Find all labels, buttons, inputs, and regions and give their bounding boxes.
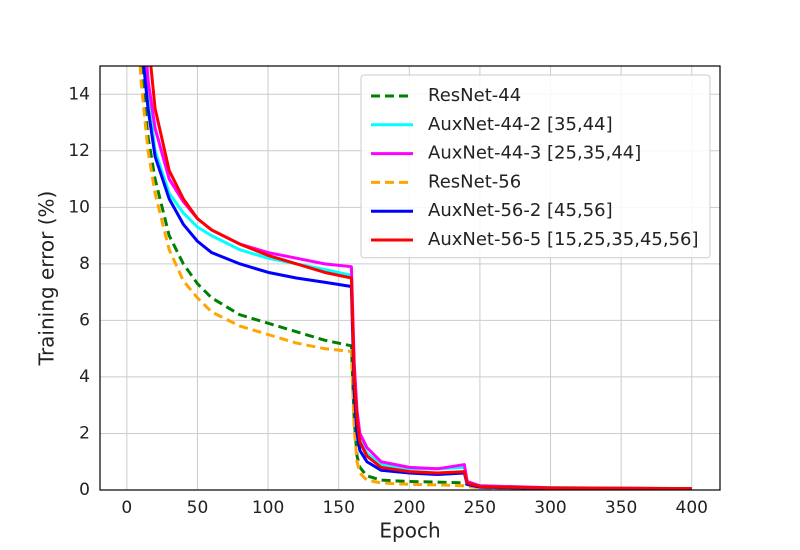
x-tick-label: 100 <box>252 498 284 518</box>
x-tick-label: 150 <box>322 498 354 518</box>
y-tick-label: 0 <box>79 480 90 500</box>
series-line <box>138 66 692 490</box>
y-tick-label: 10 <box>68 197 90 217</box>
y-tick-label: 8 <box>79 254 90 274</box>
x-tick-label: 350 <box>605 498 637 518</box>
x-tick-label: 400 <box>676 498 708 518</box>
y-tick-label: 6 <box>79 310 90 330</box>
x-tick-label: 50 <box>187 498 209 518</box>
y-axis-label: Training error (%) <box>35 191 59 367</box>
plot-frame <box>99 65 721 491</box>
y-tick-label: 14 <box>68 84 90 104</box>
plot-lines <box>138 66 692 490</box>
series-line <box>145 66 692 490</box>
series-line <box>139 66 692 490</box>
legend-label: ResNet-44 <box>428 85 521 106</box>
x-tick-label: 0 <box>121 498 132 518</box>
legend-box <box>360 74 711 259</box>
legend-label: AuxNet-44-2 [35,44] <box>428 114 613 135</box>
legend-label: ResNet-56 <box>428 171 521 192</box>
x-tick-label: 250 <box>464 498 496 518</box>
y-tick-label: 2 <box>79 423 90 443</box>
x-tick-label: 200 <box>393 498 425 518</box>
x-axis-label: Epoch <box>379 519 440 543</box>
y-tick-label: 4 <box>79 367 90 387</box>
legend-label: AuxNet-44-3 [25,35,44] <box>428 143 641 164</box>
x-tick-label: 300 <box>534 498 566 518</box>
y-tick-label: 12 <box>68 141 90 161</box>
series-line <box>149 66 692 490</box>
legend-label: AuxNet-56-2 [45,56] <box>428 200 613 221</box>
legend-label: AuxNet-56-5 [15,25,35,45,56] <box>428 229 699 250</box>
